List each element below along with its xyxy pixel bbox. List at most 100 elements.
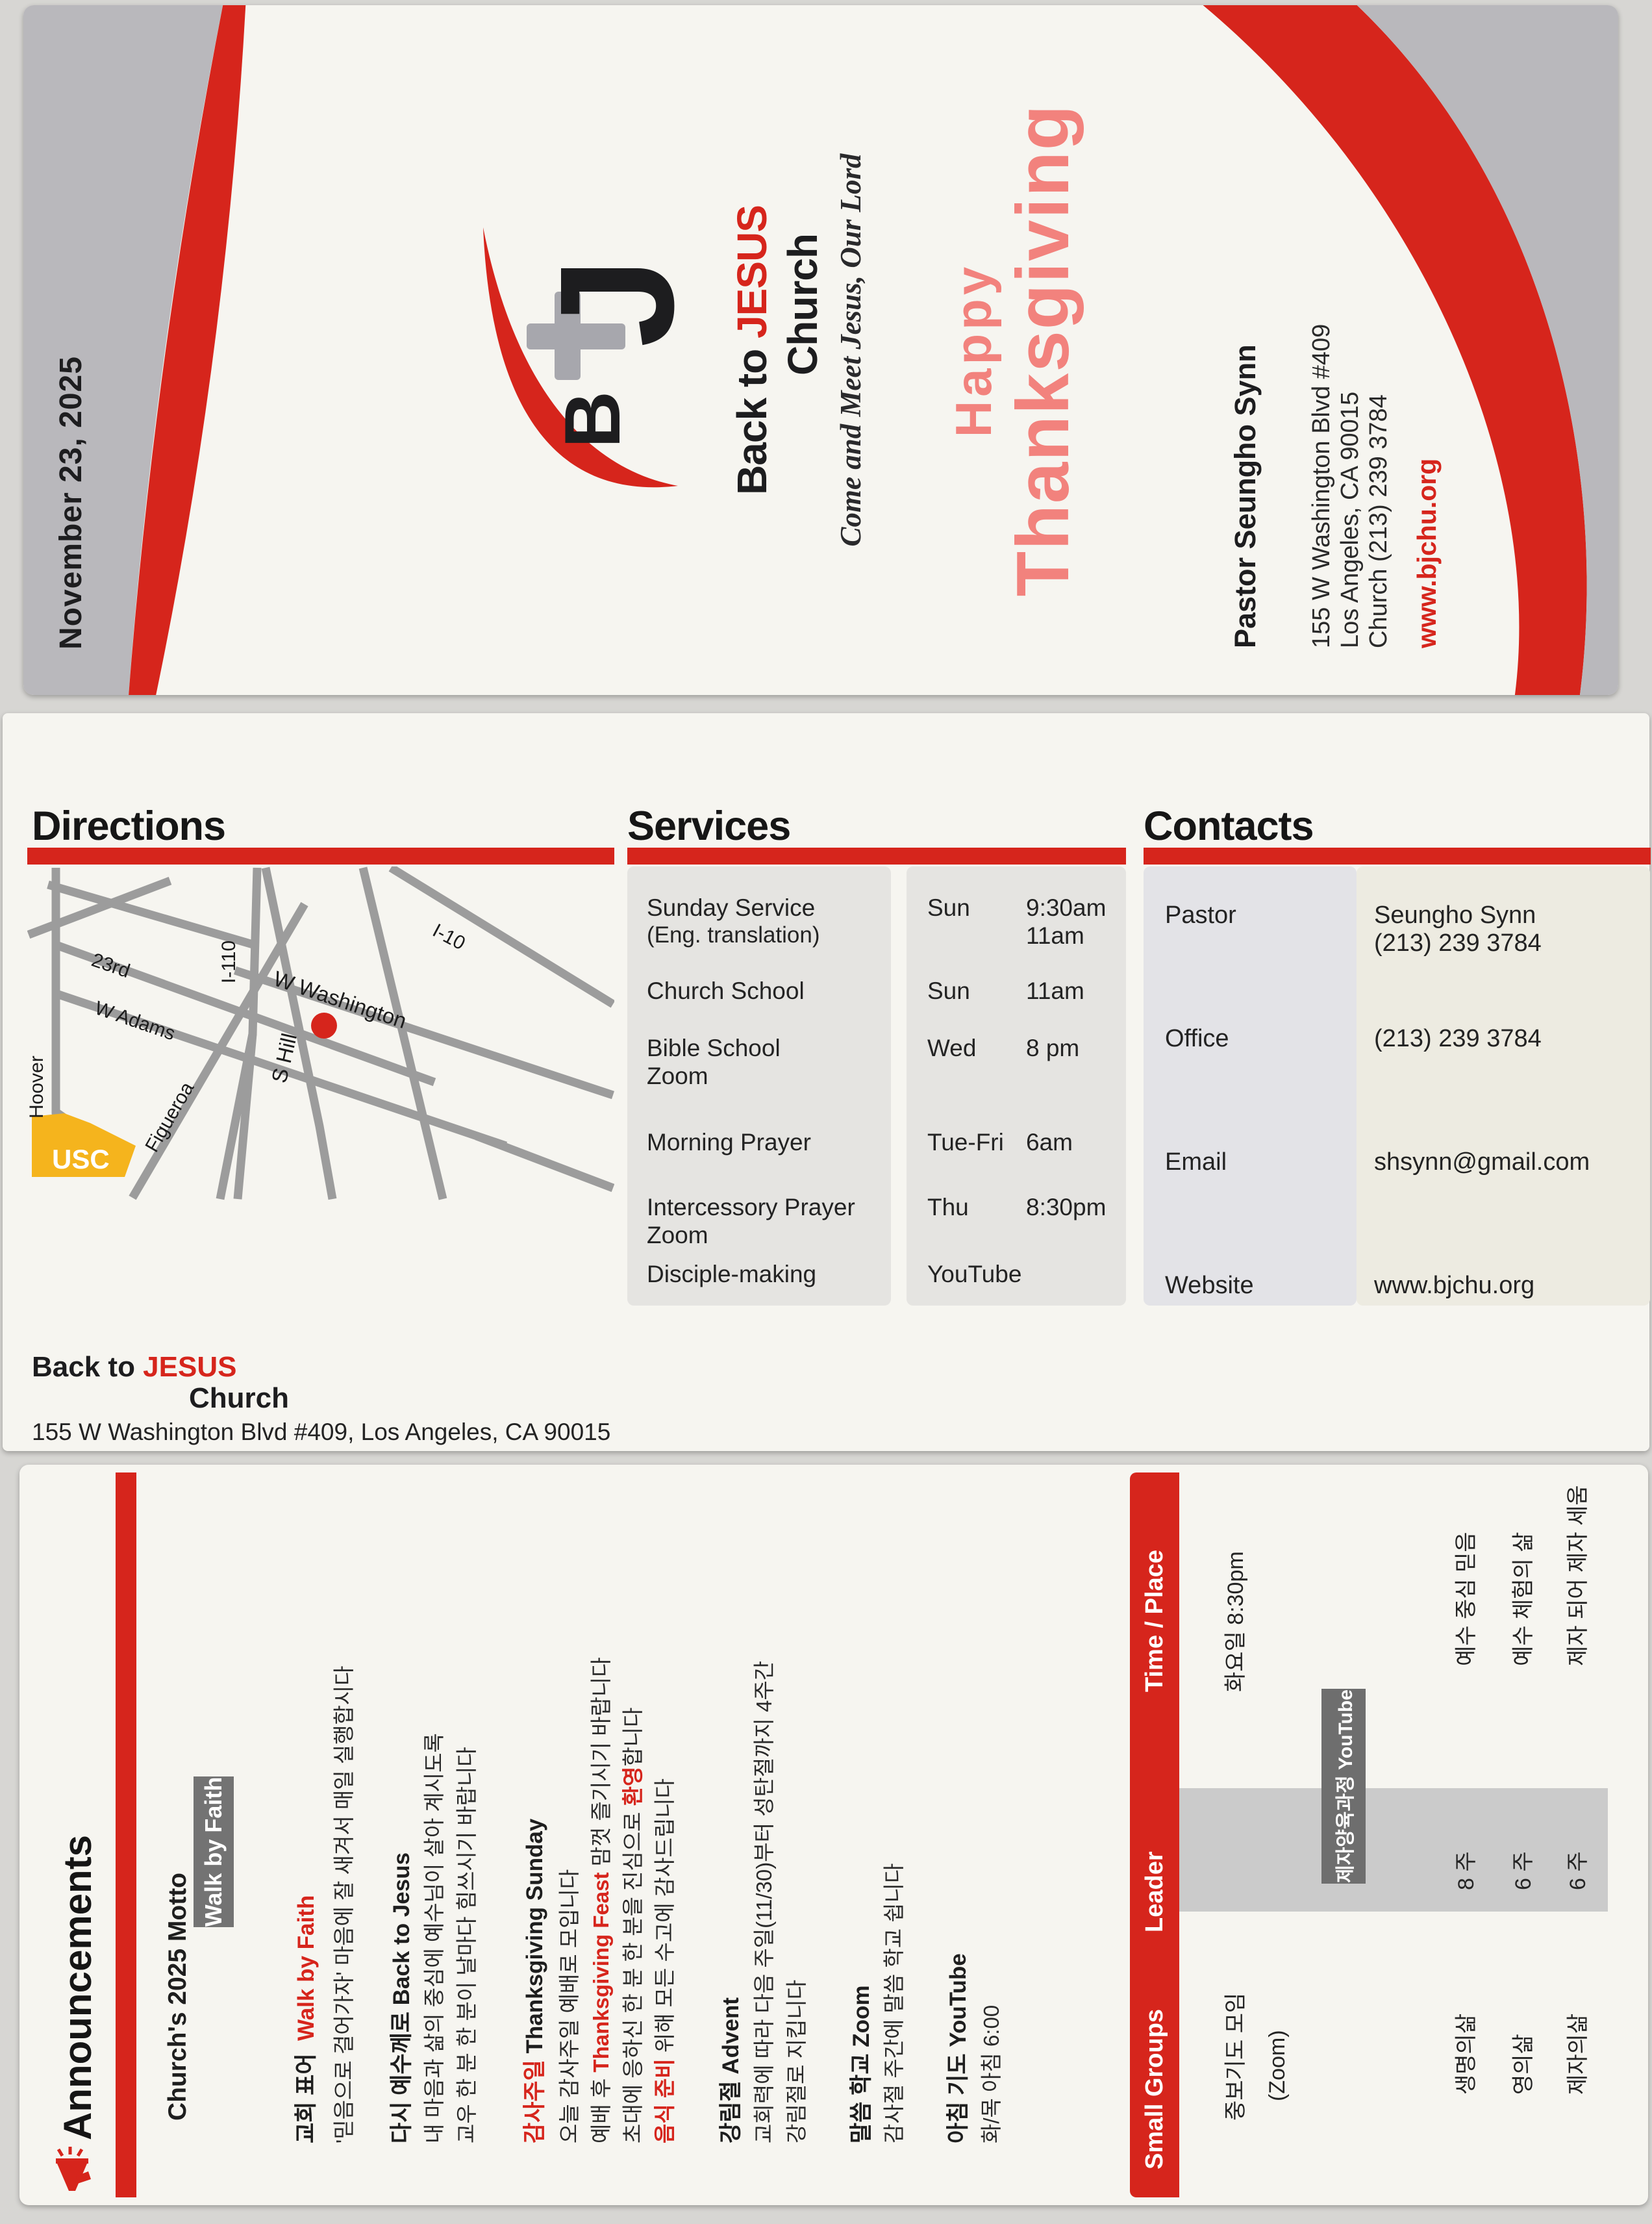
contact-label: Office bbox=[1165, 1025, 1229, 1052]
service-row-name2: Zoom bbox=[647, 1063, 708, 1089]
announcements-title-rule bbox=[116, 1472, 136, 2197]
announcement-line: 내 마음과 삶의 중심에 예수님이 살아 계시도록 bbox=[422, 1733, 446, 2143]
small-group-time: 제자 되어 제자 세움 bbox=[1566, 1485, 1590, 1666]
service-row-time: 8:30pm bbox=[1026, 1194, 1107, 1220]
cover-date: November 23, 2025 bbox=[54, 356, 88, 650]
directions-logo-red: JESUS bbox=[143, 1351, 237, 1383]
service-row-day: Wed bbox=[927, 1035, 977, 1061]
cover-background-swooshes bbox=[23, 5, 1618, 695]
directions-title-rule bbox=[27, 848, 614, 865]
service-row-day: Tue-Fri bbox=[927, 1129, 1004, 1156]
small-group-name: 생명의삶 bbox=[1454, 2013, 1479, 2095]
service-row-name: Morning Prayer bbox=[647, 1129, 811, 1156]
usc-area bbox=[32, 1113, 136, 1177]
announcement-heading: 강림절 Advent bbox=[718, 1997, 744, 2143]
line-segment: 예배 후 bbox=[589, 2072, 613, 2143]
small-group-name: 제자의삶 bbox=[1566, 2013, 1590, 2095]
line-segment: 합니다 bbox=[621, 1707, 645, 1767]
street-label-i110: I-110 bbox=[218, 941, 240, 983]
small-group-leader: 8 주 bbox=[1454, 1851, 1479, 1890]
announcement-line: 음식 준비 위해 모든 수고에 감사드립니다 bbox=[647, 1778, 679, 2143]
service-row-name: Church School bbox=[647, 978, 805, 1004]
small-group-name: 영의삶 bbox=[1511, 2034, 1536, 2095]
church-name-black: Back to bbox=[729, 338, 775, 495]
cover-tagline: Come and Meet Jesus, Our Lord bbox=[834, 153, 867, 547]
service-row-day: Thu bbox=[927, 1194, 969, 1220]
street-label-23rd: 23rd bbox=[89, 949, 133, 982]
heading-black-part: 교회 표어 bbox=[294, 2053, 319, 2143]
service-row-time: 11am bbox=[1026, 978, 1084, 1004]
usc-label: USC bbox=[52, 1144, 110, 1174]
small-group-time: 화요일 8:30pm bbox=[1223, 1551, 1248, 1692]
middle-panel: Directions Hoover 23rd bbox=[3, 713, 1651, 1451]
services-table-right-bg bbox=[907, 866, 1126, 1306]
contacts-label-column-bg bbox=[1144, 866, 1357, 1306]
greeting-line2: Thanksgiving bbox=[1002, 103, 1084, 597]
heading-red-part: Walk by Faith bbox=[294, 1895, 319, 2041]
contact-label: Pastor bbox=[1165, 902, 1236, 929]
service-row-name: Bible School bbox=[647, 1035, 781, 1061]
announcement-line: 강림절로 지킵니다 bbox=[784, 1979, 808, 2143]
cover-pastor: Pastor Seungho Synn bbox=[1229, 344, 1262, 648]
heading-red-part: 감사주일 bbox=[522, 2060, 547, 2143]
cover-address-line2: Los Angeles, CA 90015 bbox=[1336, 391, 1364, 648]
announcement-line: 초대에 응하신 한 분 한 분을 진심으로 환영합니다 bbox=[616, 1708, 647, 2143]
cover-panel: November 23, 2025 B J Back to JESUS Chur… bbox=[23, 5, 1618, 695]
directions-title: Directions bbox=[32, 803, 226, 849]
line-segment: 위해 모든 수고에 감사드립니다 bbox=[653, 1778, 677, 2059]
announcement-line: 오늘 감사주일 예배로 모입니다 bbox=[557, 1869, 581, 2143]
directions-logo-black: Back to bbox=[32, 1351, 144, 1383]
cover-church-name: Back to JESUS bbox=[728, 5, 776, 695]
contact-value: Seungho Synn bbox=[1374, 902, 1536, 929]
small-group-time: 예수 체험의 삶 bbox=[1511, 1532, 1536, 1666]
announcement-heading: 감사주일 Thanksgiving Sunday bbox=[516, 1819, 549, 2143]
discipleship-course-divider: 제자양육과정 YouTube bbox=[1321, 1689, 1366, 1884]
line-segment: 초대에 응하신 한 분 한 분을 진심으로 bbox=[621, 1806, 645, 2143]
church-name-red: JESUS bbox=[729, 205, 775, 338]
map-streets bbox=[27, 866, 614, 1200]
line-segment-red: 환영 bbox=[621, 1766, 645, 1806]
megaphone-icon bbox=[56, 2147, 91, 2191]
announcement-heading: 다시 예수께로 Back to Jesus bbox=[389, 1852, 414, 2143]
announcement-heading: 아침 기도 YouTube bbox=[945, 1953, 971, 2143]
cross-icon bbox=[527, 292, 625, 380]
services-title: Services bbox=[627, 803, 791, 849]
cover-church-name-line2: Church bbox=[779, 234, 826, 375]
street-label-hoover: Hoover bbox=[27, 1055, 47, 1118]
contact-value: shsynn@gmail.com bbox=[1374, 1148, 1590, 1176]
service-row-day: Sun bbox=[927, 894, 970, 921]
small-group-time: 예수 중심 믿음 bbox=[1454, 1532, 1479, 1666]
service-row-time: 6am bbox=[1026, 1129, 1073, 1156]
street-label-adams: W Adams bbox=[92, 997, 178, 1044]
contact-label: Website bbox=[1165, 1272, 1254, 1299]
cover-phone: Church (213) 239 3784 bbox=[1365, 394, 1392, 648]
directions-logo-line2: Church bbox=[189, 1382, 289, 1414]
service-row-name: Sunday Service bbox=[647, 894, 816, 921]
small-group-name2: (Zoom) bbox=[1265, 2030, 1290, 2101]
service-row-day: Sun bbox=[927, 978, 970, 1004]
directions-address: 155 W Washington Blvd #409, Los Angeles,… bbox=[32, 1419, 611, 1445]
directions-map: Hoover 23rd W Adams Figueroa I-110 I-10 … bbox=[27, 866, 614, 1200]
street-label-figueroa: Figueroa bbox=[141, 1078, 198, 1156]
contact-value: www.bjchu.org bbox=[1374, 1272, 1535, 1299]
contacts-title-rule bbox=[1144, 848, 1651, 865]
small-groups-header-leader: Leader bbox=[1141, 1851, 1168, 1932]
announcements-panel: Announcements Church's 2025 Motto Walk b… bbox=[19, 1465, 1648, 2205]
announcement-line: 교우 한 분 한 분이 날마다 힘쓰시기 바랍니다 bbox=[455, 1747, 479, 2143]
small-groups-leader-column-bg bbox=[1179, 1788, 1608, 1912]
service-row-time: 8 pm bbox=[1026, 1035, 1080, 1061]
cover-website: www.bjchu.org bbox=[1412, 458, 1442, 648]
church-location-dot-icon bbox=[311, 1013, 337, 1039]
cover-address-line1: 155 W Washington Blvd #409 bbox=[1308, 323, 1335, 648]
announcement-line: 화/목 아침 6:00 bbox=[979, 2004, 1003, 2143]
announcement-line: '믿음으로 걸어가자' 마음에 잘 새겨서 매일 실행합시다 bbox=[332, 1665, 356, 2143]
line-segment-red: 음식 준비 bbox=[653, 2058, 677, 2143]
contacts-title: Contacts bbox=[1144, 803, 1314, 849]
motto-heading: Church's 2025 Motto bbox=[164, 1872, 192, 2121]
motto-box: Walk by Faith bbox=[194, 1776, 234, 1927]
small-groups-header-groups: Small Groups bbox=[1141, 2008, 1168, 2169]
contact-label: Email bbox=[1165, 1148, 1227, 1176]
contact-value: (213) 239 3784 bbox=[1374, 1025, 1542, 1052]
small-groups-header-timeplace: Time / Place bbox=[1141, 1550, 1168, 1692]
